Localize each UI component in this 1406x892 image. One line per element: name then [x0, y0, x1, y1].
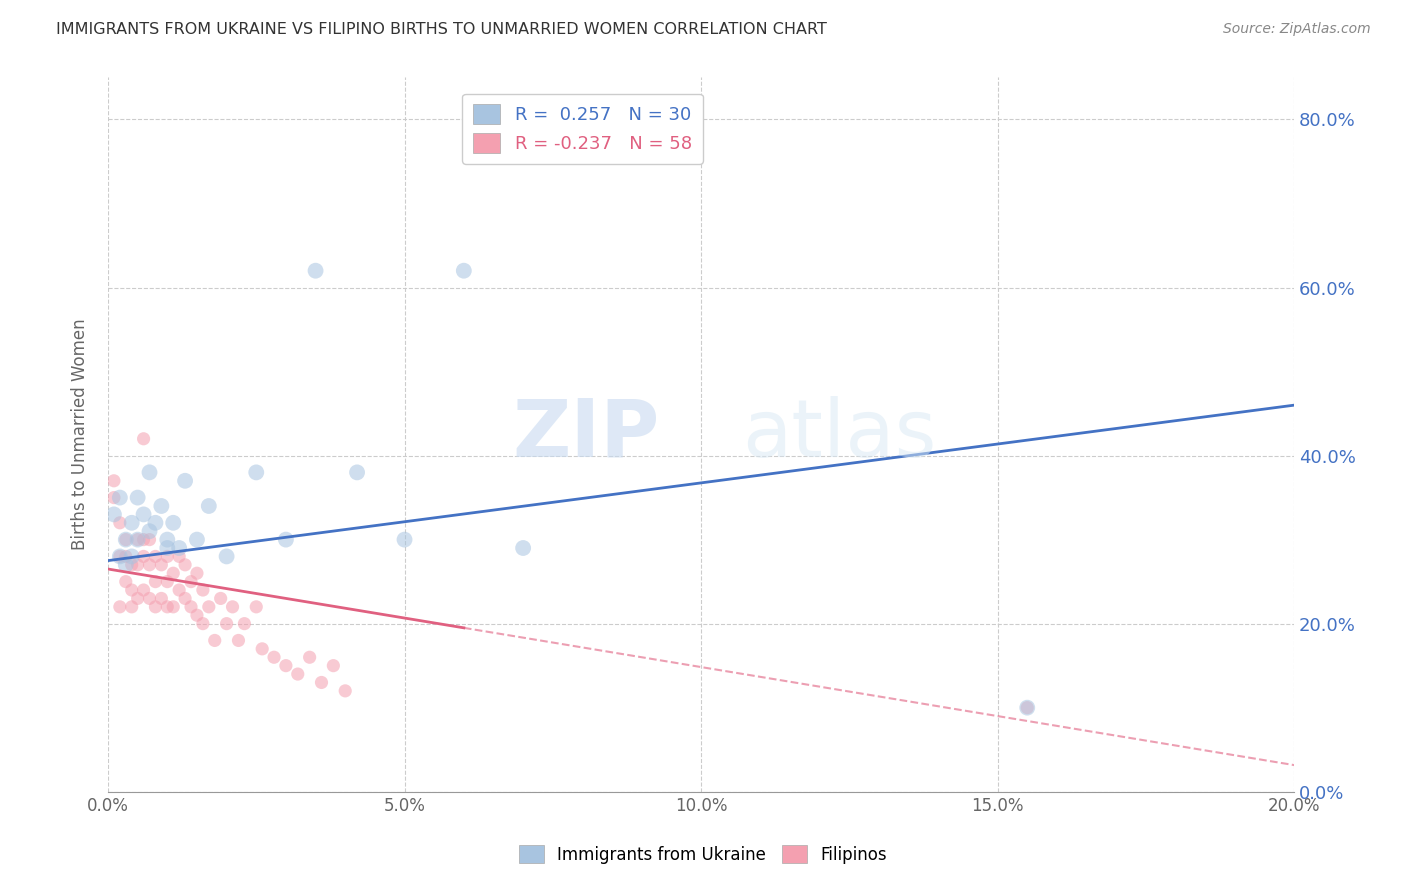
Point: [394, 533, 416, 547]
Point: [145, 516, 167, 530]
Point: [180, 574, 202, 589]
Point: [138, 466, 160, 480]
Point: [114, 533, 136, 547]
Point: [132, 549, 155, 564]
Point: [127, 533, 149, 547]
Point: [132, 533, 155, 547]
Point: [103, 474, 125, 488]
Point: [150, 499, 173, 513]
Point: [156, 549, 179, 564]
Point: [245, 599, 267, 614]
Point: [162, 566, 184, 581]
Point: [167, 582, 190, 597]
Text: Source: ZipAtlas.com: Source: ZipAtlas.com: [1223, 22, 1371, 37]
Point: [150, 591, 173, 606]
Point: [1017, 700, 1039, 714]
Point: [132, 582, 155, 597]
Point: [191, 616, 214, 631]
Point: [156, 574, 179, 589]
Point: [274, 533, 297, 547]
Point: [174, 558, 197, 572]
Point: [108, 599, 131, 614]
Point: [138, 591, 160, 606]
Point: [114, 549, 136, 564]
Point: [145, 599, 167, 614]
Point: [121, 582, 143, 597]
Point: [186, 533, 208, 547]
Point: [274, 658, 297, 673]
Point: [322, 658, 344, 673]
Point: [233, 616, 256, 631]
Point: [250, 641, 273, 656]
Point: [108, 549, 131, 564]
Point: [114, 558, 136, 572]
Point: [174, 591, 197, 606]
Point: [209, 591, 232, 606]
Point: [304, 263, 326, 277]
Point: [204, 633, 226, 648]
Point: [198, 599, 221, 614]
Legend: R =  0.257   N = 30, R = -0.237   N = 58: R = 0.257 N = 30, R = -0.237 N = 58: [463, 94, 703, 164]
Text: ZIP: ZIP: [512, 395, 659, 474]
Point: [121, 599, 143, 614]
Point: [103, 508, 125, 522]
Point: [114, 574, 136, 589]
Point: [121, 549, 143, 564]
Point: [127, 591, 149, 606]
Point: [186, 608, 208, 623]
Point: [186, 566, 208, 581]
Point: [198, 499, 221, 513]
Point: [180, 599, 202, 614]
Point: [191, 582, 214, 597]
Text: atlas: atlas: [742, 395, 936, 474]
Point: [228, 633, 250, 648]
Point: [162, 516, 184, 530]
Point: [335, 684, 357, 698]
Point: [298, 650, 321, 665]
Point: [145, 574, 167, 589]
Legend: Immigrants from Ukraine, Filipinos: Immigrants from Ukraine, Filipinos: [512, 838, 894, 871]
Point: [108, 549, 131, 564]
Point: [263, 650, 285, 665]
Point: [167, 541, 190, 555]
Point: [156, 599, 179, 614]
Point: [127, 558, 149, 572]
Point: [287, 667, 309, 681]
Point: [346, 466, 368, 480]
Point: [121, 558, 143, 572]
Point: [108, 491, 131, 505]
Point: [127, 491, 149, 505]
Point: [245, 466, 267, 480]
Point: [132, 508, 155, 522]
Point: [121, 516, 143, 530]
Point: [156, 533, 179, 547]
Point: [127, 533, 149, 547]
Text: IMMIGRANTS FROM UKRAINE VS FILIPINO BIRTHS TO UNMARRIED WOMEN CORRELATION CHART: IMMIGRANTS FROM UKRAINE VS FILIPINO BIRT…: [56, 22, 827, 37]
Point: [162, 599, 184, 614]
Point: [156, 541, 179, 555]
Point: [145, 549, 167, 564]
Y-axis label: Births to Unmarried Women: Births to Unmarried Women: [72, 318, 89, 550]
Point: [215, 616, 238, 631]
Point: [103, 491, 125, 505]
Point: [108, 516, 131, 530]
Point: [138, 524, 160, 539]
Point: [132, 432, 155, 446]
Point: [138, 558, 160, 572]
Point: [1017, 700, 1039, 714]
Point: [138, 533, 160, 547]
Point: [215, 549, 238, 564]
Point: [174, 474, 197, 488]
Point: [114, 533, 136, 547]
Point: [150, 558, 173, 572]
Point: [512, 541, 534, 555]
Point: [453, 263, 475, 277]
Point: [221, 599, 243, 614]
Point: [311, 675, 333, 690]
Point: [167, 549, 190, 564]
